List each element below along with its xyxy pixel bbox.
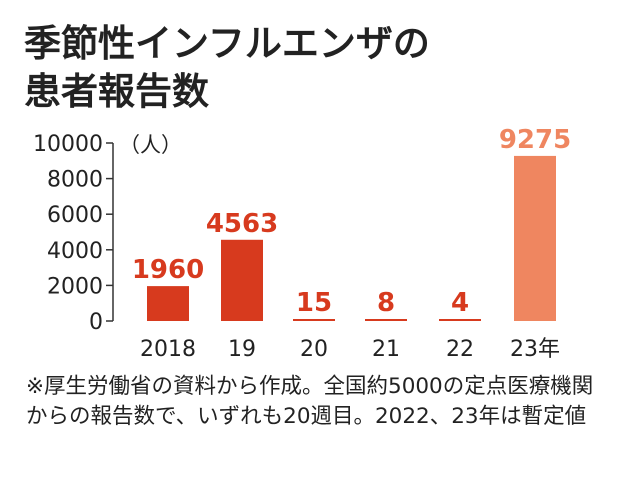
x-tick-label: 2018 [140, 337, 196, 362]
x-tick-label: 22 [446, 337, 474, 362]
bar [147, 286, 189, 321]
data-label: 8 [377, 288, 395, 318]
y-tick-label: 2000 [47, 274, 103, 299]
y-tick-label: 6000 [47, 203, 103, 228]
data-label: 9275 [499, 125, 571, 155]
title-line-1: 季節性インフルエンザの [24, 22, 430, 65]
x-tick-label: 21 [372, 337, 400, 362]
bar [293, 319, 335, 321]
title-line-2: 患者報告数 [24, 70, 209, 113]
x-tick-label: 19 [228, 337, 256, 362]
source-note: ※厚生労働省の資料から作成。全国約5000の定点医療機関からの報告数で、いずれも… [26, 374, 594, 429]
y-tick-label: 10000 [33, 132, 103, 157]
y-axis-unit: （人） [119, 133, 182, 157]
data-label: 4 [451, 288, 469, 318]
bar [365, 319, 407, 321]
bar [221, 239, 263, 321]
bar [514, 155, 556, 321]
bar-chart: 0 2000 4000 6000 8000 10000 （人） 1960 2018 4563 19 1… [33, 125, 571, 362]
y-tick-label: 4000 [47, 239, 103, 264]
data-label: 1960 [132, 255, 204, 285]
y-tick-label: 8000 [47, 168, 103, 193]
data-label: 15 [296, 288, 332, 318]
bar [439, 319, 481, 321]
x-tick-label: 23年 [510, 337, 560, 362]
y-tick-label: 0 [89, 310, 103, 335]
x-tick-label: 20 [300, 337, 328, 362]
data-label: 4563 [206, 209, 278, 239]
chart-title: 季節性インフルエンザの 患者報告数 [24, 20, 614, 116]
